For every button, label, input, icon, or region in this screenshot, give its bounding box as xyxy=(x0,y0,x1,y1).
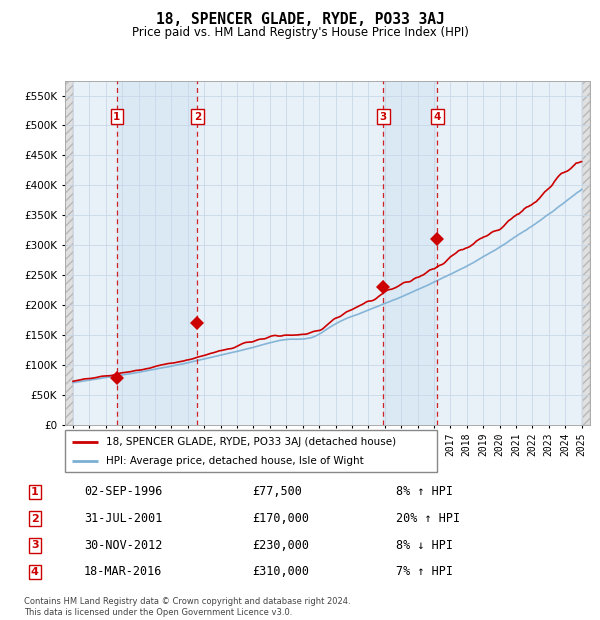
Text: 8% ↑ HPI: 8% ↑ HPI xyxy=(396,485,453,498)
Bar xyxy=(383,81,437,425)
Text: Price paid vs. HM Land Registry's House Price Index (HPI): Price paid vs. HM Land Registry's House … xyxy=(131,26,469,39)
Text: HPI: Average price, detached house, Isle of Wight: HPI: Average price, detached house, Isle… xyxy=(106,456,364,466)
Text: 7% ↑ HPI: 7% ↑ HPI xyxy=(396,565,453,578)
Text: 02-SEP-1996: 02-SEP-1996 xyxy=(84,485,163,498)
Text: 1: 1 xyxy=(31,487,38,497)
Text: £230,000: £230,000 xyxy=(252,539,309,552)
Text: 3: 3 xyxy=(31,540,38,551)
Text: 1: 1 xyxy=(113,112,121,122)
Bar xyxy=(581,81,590,425)
Bar xyxy=(117,81,197,425)
Text: 31-JUL-2001: 31-JUL-2001 xyxy=(84,512,163,525)
Text: 20% ↑ HPI: 20% ↑ HPI xyxy=(396,512,460,525)
Text: 4: 4 xyxy=(31,567,39,577)
Text: 30-NOV-2012: 30-NOV-2012 xyxy=(84,539,163,552)
Text: 18, SPENCER GLADE, RYDE, PO33 3AJ: 18, SPENCER GLADE, RYDE, PO33 3AJ xyxy=(155,12,445,27)
Text: 8% ↓ HPI: 8% ↓ HPI xyxy=(396,539,453,552)
Text: Contains HM Land Registry data © Crown copyright and database right 2024.: Contains HM Land Registry data © Crown c… xyxy=(24,597,350,606)
Text: 18-MAR-2016: 18-MAR-2016 xyxy=(84,565,163,578)
Text: £310,000: £310,000 xyxy=(252,565,309,578)
Text: £170,000: £170,000 xyxy=(252,512,309,525)
Bar xyxy=(65,81,73,425)
Text: 4: 4 xyxy=(434,112,441,122)
Text: 2: 2 xyxy=(31,513,38,524)
Text: £77,500: £77,500 xyxy=(252,485,302,498)
Text: 18, SPENCER GLADE, RYDE, PO33 3AJ (detached house): 18, SPENCER GLADE, RYDE, PO33 3AJ (detac… xyxy=(106,436,396,446)
Text: 2: 2 xyxy=(194,112,201,122)
Text: This data is licensed under the Open Government Licence v3.0.: This data is licensed under the Open Gov… xyxy=(24,608,292,617)
Text: 3: 3 xyxy=(380,112,387,122)
